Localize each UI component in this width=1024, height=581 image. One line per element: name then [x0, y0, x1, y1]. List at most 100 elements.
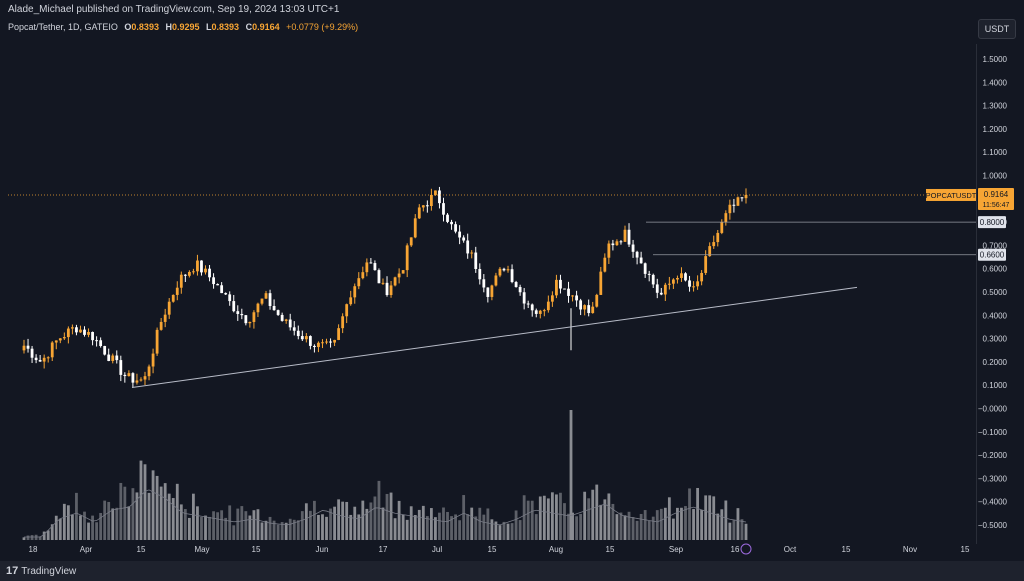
- volume-ma-line: [24, 489, 747, 538]
- volume-bar: [381, 507, 385, 540]
- candle-body: [522, 292, 526, 304]
- volume-bar: [417, 509, 421, 540]
- candle-body: [155, 329, 159, 354]
- candle-body: [240, 313, 244, 316]
- volume-bar: [333, 506, 336, 540]
- volume-bar: [591, 489, 595, 540]
- candle-body: [567, 288, 570, 296]
- candle-body: [329, 341, 332, 343]
- volume-bar: [643, 510, 647, 540]
- volume-bar: [413, 515, 417, 540]
- volume-bar: [510, 523, 514, 540]
- volume-bar: [671, 518, 675, 540]
- volume-bar: [659, 508, 663, 540]
- candle-body: [599, 271, 603, 295]
- volume-bar: [167, 493, 171, 540]
- candle-body: [688, 280, 691, 287]
- volume-bar: [212, 511, 215, 540]
- candle-body: [651, 274, 655, 285]
- volume-bar: [26, 535, 30, 540]
- volume-bar: [187, 517, 191, 540]
- candle-body: [631, 244, 635, 252]
- candle-body: [655, 284, 659, 293]
- candle-body: [66, 328, 70, 338]
- y-axis-tick-label: −0.3000: [978, 474, 1008, 483]
- candle-body: [643, 263, 647, 274]
- volume-bar: [87, 522, 90, 540]
- candle-body: [696, 281, 699, 287]
- symbol-title: Popcat/Tether, 1D, GATEIO: [8, 22, 118, 32]
- y-axis-tick-label: 1.0000: [983, 172, 1008, 181]
- volume-bar: [313, 500, 316, 540]
- candle-body: [30, 348, 34, 358]
- candle-body: [179, 274, 183, 288]
- volume-bar: [744, 523, 748, 540]
- volume-bar: [716, 513, 720, 540]
- current-price-value: 0.9164: [984, 190, 1009, 199]
- candle-body: [183, 274, 187, 276]
- candle-body: [639, 257, 643, 264]
- publisher-caption: Alade_Michael published on TradingView.c…: [8, 4, 340, 15]
- x-axis-tick-label: Jun: [316, 545, 329, 554]
- candle-body: [26, 345, 30, 349]
- volume-bar: [555, 494, 558, 540]
- candle-body: [204, 268, 207, 273]
- volume-bar: [583, 491, 587, 540]
- x-axis-tick-label: May: [194, 545, 209, 554]
- candle-body: [615, 241, 619, 246]
- tv-logo-icon: 17: [6, 565, 19, 577]
- candle-body: [591, 306, 595, 314]
- volume-bar: [538, 496, 542, 540]
- ascending-trendline: [131, 286, 858, 389]
- candle-body: [256, 303, 260, 313]
- candle-body: [54, 340, 58, 343]
- volume-bar: [264, 520, 268, 540]
- candle-body: [264, 293, 268, 299]
- replay-lightning-icon[interactable]: [740, 543, 752, 555]
- candle-body: [321, 342, 324, 344]
- candle-body: [542, 310, 546, 312]
- candle-body: [425, 205, 429, 207]
- y-axis-tick-label: −0.5000: [978, 521, 1008, 530]
- candle-body: [341, 316, 345, 329]
- y-axis-tick-label: 0.7000: [983, 241, 1008, 250]
- volume-bar: [321, 514, 324, 540]
- volume-bar: [563, 503, 566, 540]
- symbol-name-tag-label: POPCATUSDT: [926, 191, 977, 200]
- y-axis-tick-label: −0.0000: [978, 405, 1008, 414]
- volume-bar: [595, 484, 599, 540]
- candle-body: [365, 262, 369, 273]
- candle-body: [627, 229, 631, 245]
- volume-bar: [627, 511, 631, 540]
- volume-bar: [329, 508, 332, 540]
- candle-body: [304, 336, 308, 340]
- volume-bar: [111, 508, 115, 540]
- footer-bar: 17 TradingView: [0, 561, 1024, 581]
- volume-bar: [200, 517, 203, 540]
- candle-body: [34, 357, 38, 361]
- volume-bar: [635, 520, 639, 540]
- tradingview-logo[interactable]: 17 TradingView: [6, 565, 77, 577]
- volume-bar: [696, 487, 699, 540]
- volume-bar: [349, 514, 353, 540]
- price-chart[interactable]: 1.50001.40001.30001.20001.10001.00000.90…: [0, 0, 1024, 561]
- ohlc-close: C0.9164: [245, 22, 280, 32]
- candle-body: [458, 231, 462, 238]
- volume-bar: [123, 486, 127, 540]
- volume-bar: [66, 505, 70, 540]
- volume-bar: [397, 500, 401, 540]
- volume-bar: [446, 511, 449, 540]
- volume-bar: [389, 492, 393, 540]
- candle-body: [417, 207, 421, 219]
- volume-bar: [325, 516, 328, 540]
- volume-bar: [514, 510, 518, 540]
- candle-body: [220, 285, 224, 294]
- volume-bar: [526, 500, 530, 540]
- ohlc-high: H0.9295: [165, 22, 200, 32]
- currency-selector[interactable]: USDT: [978, 19, 1016, 39]
- y-axis-tick-label: 1.4000: [983, 78, 1008, 87]
- volume-bar: [385, 493, 389, 540]
- y-axis-tick-label: 0.3000: [983, 335, 1008, 344]
- volume-bar: [75, 492, 78, 540]
- candle-body: [571, 295, 574, 297]
